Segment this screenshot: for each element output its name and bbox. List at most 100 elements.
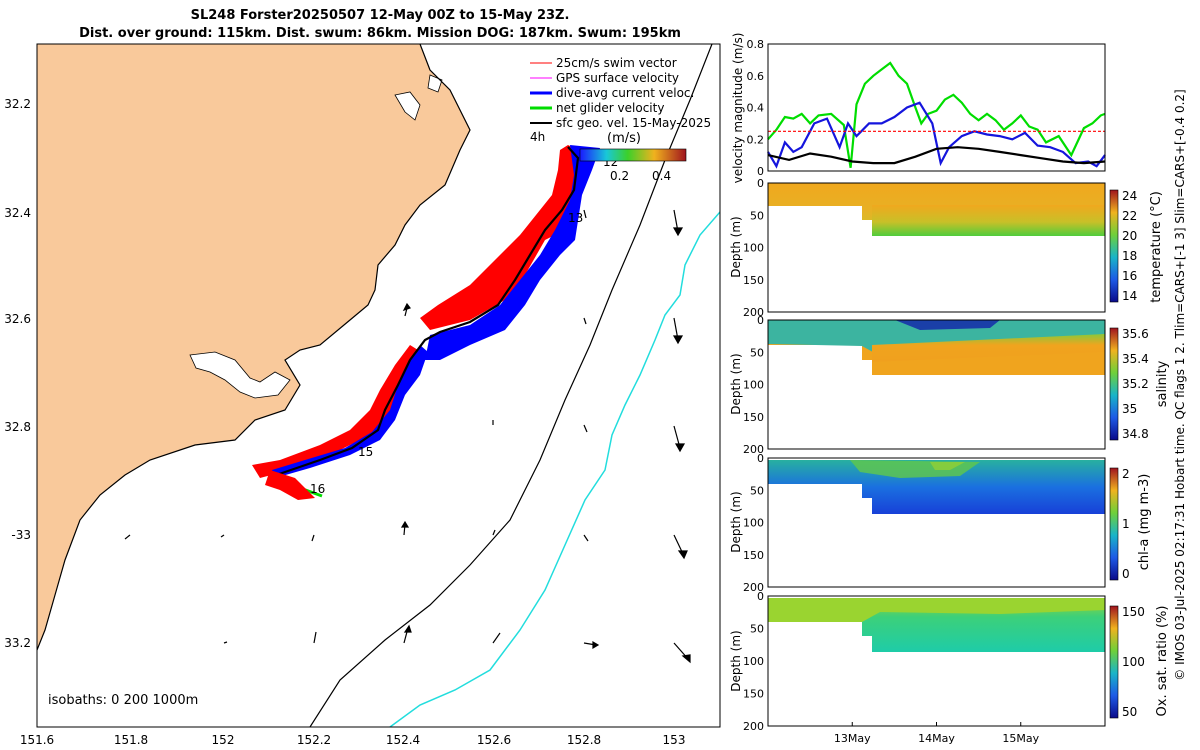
map-panel: 12 13 15 16 25cm/s swim vector GPS surfa… bbox=[4, 43, 721, 747]
colorbar-tick: 2 bbox=[1122, 467, 1130, 481]
sfc-arrow bbox=[400, 520, 410, 536]
lake-2 bbox=[394, 91, 421, 121]
speed-colorbar-tick: 0.4 bbox=[652, 169, 671, 183]
depth-tick: 100 bbox=[743, 655, 764, 668]
velocity-y-tick: 0.6 bbox=[747, 70, 765, 83]
depth-tick: 50 bbox=[750, 623, 764, 636]
colorbar-tick: 20 bbox=[1122, 229, 1137, 243]
depth-tick: 100 bbox=[743, 379, 764, 392]
time-tick: 13May bbox=[834, 732, 871, 745]
colorbar-tick: 34.8 bbox=[1122, 427, 1149, 441]
chlorophyll-panel: 0 50 100 150 200 Depth (m) 2 1 0 chl-a (mg m-3… bbox=[729, 452, 1152, 594]
depth-tick: 200 bbox=[743, 443, 764, 456]
salinity-fresh-lens bbox=[895, 320, 1000, 330]
oxygen-panel: 0 50 100 150 200 Depth (m) 150 100 50 Ox. sat.… bbox=[729, 590, 1170, 745]
velocity-panel: 0 0.2 0.4 0.6 0.8 velocity magnitude (m/s) bbox=[731, 33, 1106, 184]
time-tick: 14May bbox=[918, 732, 955, 745]
chlorophyll-axes-frame bbox=[767, 457, 1106, 588]
coastline bbox=[37, 44, 471, 651]
map-y-tick: 33.2 bbox=[4, 636, 31, 650]
depth-tick: 150 bbox=[743, 549, 764, 562]
sfc-arrow bbox=[311, 534, 315, 542]
sfc-velocity-arrows bbox=[124, 209, 691, 664]
temperature-depth-label: Depth (m) bbox=[729, 216, 743, 277]
depth-tick: 150 bbox=[743, 274, 764, 287]
depth-tick: 0 bbox=[757, 177, 764, 190]
map-x-tick: 151.6 bbox=[20, 733, 54, 747]
colorbar-tick: 35 bbox=[1122, 402, 1137, 416]
sfc-arrow bbox=[223, 641, 228, 644]
salinity-mid-band bbox=[872, 334, 1105, 362]
oxygen-colorbar-label: Ox. sat. ratio (%) bbox=[1155, 606, 1170, 717]
map-y-tick: 32.4 bbox=[4, 206, 31, 220]
colorbar-tick: 18 bbox=[1122, 249, 1137, 263]
isobath-note: isobaths: 0 200 1000m bbox=[48, 693, 198, 708]
glider-path bbox=[267, 146, 580, 480]
velocity-y-tick: 0.8 bbox=[747, 38, 765, 51]
sfc-arrow bbox=[583, 424, 588, 433]
depth-tick: 100 bbox=[743, 517, 764, 530]
map-x-ticks: 151.6 151.8 152 152.2 152.4 152.6 152.8 … bbox=[20, 733, 686, 747]
isobath-1000m bbox=[389, 211, 720, 727]
velocity-ylabel: velocity magnitude (m/s) bbox=[731, 33, 745, 184]
colorbar-tick: 100 bbox=[1122, 655, 1145, 669]
swim-vector-band bbox=[420, 145, 578, 330]
sfc-arrow bbox=[673, 642, 691, 664]
map-y-tick: 32.8 bbox=[4, 420, 31, 434]
sfc-arrow bbox=[673, 425, 686, 453]
map-legend: 25cm/s swim vector GPS surface velocity … bbox=[530, 56, 711, 130]
depth-tick: 150 bbox=[743, 411, 764, 424]
map-x-tick: 152.4 bbox=[386, 733, 420, 747]
sfc-arrow bbox=[673, 534, 688, 560]
depth-tick: 0 bbox=[757, 452, 764, 465]
colorbar-tick: 14 bbox=[1122, 289, 1137, 303]
oxygen-depth-label: Depth (m) bbox=[729, 630, 743, 691]
temperature-colorbar-label: temperature (°C) bbox=[1149, 191, 1164, 303]
map-y-tick: 32.2 bbox=[4, 97, 31, 111]
sfc-arrow bbox=[313, 631, 317, 644]
speed-colorbar-tick: 0.2 bbox=[610, 169, 629, 183]
sfc-arrow bbox=[583, 209, 587, 219]
day-label-16: 16 bbox=[310, 482, 325, 496]
chlorophyll-field bbox=[768, 460, 1105, 514]
map-y-ticks: 32.2 32.4 32.6 32.8 -33 33.2 bbox=[4, 97, 31, 650]
sfc-arrow bbox=[124, 534, 131, 540]
salinity-surface-field bbox=[768, 320, 1105, 356]
side-note: © IMOS 03-Jul-2025 02:17:31 Hobart time.… bbox=[1173, 89, 1187, 680]
map-frame bbox=[36, 43, 721, 728]
day-label-13: 13 bbox=[568, 211, 583, 225]
map-x-tick: 152.2 bbox=[297, 733, 331, 747]
temperature-axes-frame bbox=[767, 182, 1106, 313]
colorbar-tick: 35.2 bbox=[1122, 377, 1149, 391]
sfc-arrow bbox=[583, 640, 600, 650]
temperature-deep-field bbox=[872, 205, 1105, 236]
salinity-colorbar bbox=[1109, 327, 1119, 441]
sfc-arrow bbox=[492, 529, 496, 536]
sfc-arrow bbox=[403, 624, 412, 644]
velocity-axes-frame bbox=[767, 43, 1106, 172]
lake-1 bbox=[189, 351, 291, 399]
velocity-y-tick: 0.2 bbox=[747, 133, 765, 146]
depth-tick: 200 bbox=[743, 581, 764, 594]
legend-net: net glider velocity bbox=[556, 101, 664, 115]
salinity-colorbar-label: salinity bbox=[1155, 360, 1170, 407]
interval-label: 4h bbox=[530, 130, 545, 144]
sfc-arrow bbox=[583, 534, 589, 542]
oxygen-surface-band bbox=[768, 598, 1105, 622]
legend-swim: 25cm/s swim vector bbox=[556, 56, 677, 70]
depth-tick: 50 bbox=[750, 346, 764, 359]
temperature-colorbar bbox=[1109, 189, 1119, 303]
glider-track bbox=[252, 145, 600, 500]
salinity-depth-label: Depth (m) bbox=[729, 353, 743, 414]
sfc-arrow bbox=[492, 632, 501, 644]
map-x-tick: 152 bbox=[212, 733, 235, 747]
colorbar-tick: 150 bbox=[1122, 605, 1145, 619]
depth-tick: 50 bbox=[750, 484, 764, 497]
chlorophyll-colorbar bbox=[1109, 467, 1119, 581]
depth-tick: 0 bbox=[757, 314, 764, 327]
legend-dive: dive-avg current veloc. bbox=[556, 86, 694, 100]
sfc-arrow bbox=[672, 317, 684, 345]
depth-tick: 0 bbox=[757, 590, 764, 603]
sfc-arrow bbox=[672, 209, 684, 237]
